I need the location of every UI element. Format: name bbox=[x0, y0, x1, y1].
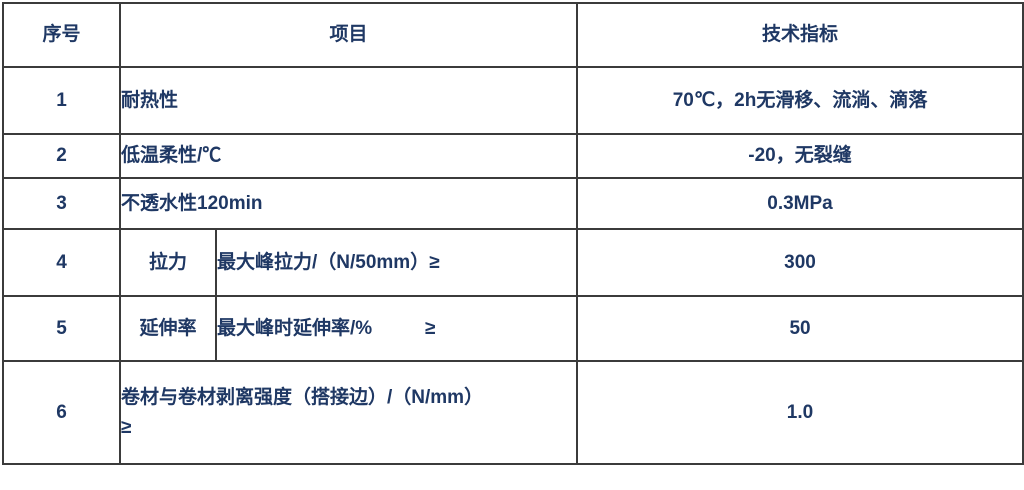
item-cell: 低温柔性/℃ bbox=[118, 133, 579, 179]
table-row-3: 3 不透水性120min 0.3MPa bbox=[2, 177, 1024, 230]
item-group-cell: 延伸率 bbox=[119, 295, 217, 362]
item-group-cell: 拉力 bbox=[119, 228, 217, 297]
row-number-cell: 5 bbox=[2, 295, 121, 362]
row-number-cell: 2 bbox=[2, 133, 121, 179]
spec-cell: 50 bbox=[576, 295, 1024, 362]
table-row-4: 4 拉力 最大峰拉力/（N/50mm）≥ 300 bbox=[2, 228, 1024, 297]
header-cell-item: 项目 bbox=[118, 2, 579, 68]
row-number-cell: 3 bbox=[2, 177, 121, 230]
spec-cell: 300 bbox=[576, 228, 1024, 297]
table-row-6: 6 卷材与卷材剥离强度（搭接边）/（N/mm） ≥ 1.0 bbox=[2, 360, 1024, 465]
row-number-cell: 4 bbox=[2, 228, 121, 297]
spec-cell: -20，无裂缝 bbox=[576, 133, 1024, 179]
item-detail-cell: 最大峰时延伸率/% ≥ bbox=[214, 295, 579, 362]
spec-cell: 1.0 bbox=[576, 360, 1024, 465]
spec-cell: 0.3MPa bbox=[576, 177, 1024, 230]
table-row-1: 1 耐热性 70℃，2h无滑移、流淌、滴落 bbox=[2, 66, 1024, 135]
row-number-cell: 1 bbox=[2, 66, 121, 135]
table-row-5: 5 延伸率 最大峰时延伸率/% ≥ 50 bbox=[2, 295, 1024, 362]
header-cell-index: 序号 bbox=[2, 2, 121, 68]
item-cell: 卷材与卷材剥离强度（搭接边）/（N/mm） ≥ bbox=[118, 360, 579, 465]
header-row: 序号 项目 技术指标 bbox=[2, 2, 1024, 68]
item-cell: 不透水性120min bbox=[118, 177, 579, 230]
row-number-cell: 6 bbox=[2, 360, 121, 465]
item-cell: 耐热性 bbox=[118, 66, 579, 135]
item-detail-cell: 最大峰拉力/（N/50mm）≥ bbox=[214, 228, 579, 297]
table-row-2: 2 低温柔性/℃ -20，无裂缝 bbox=[2, 133, 1024, 179]
spec-cell: 70℃，2h无滑移、流淌、滴落 bbox=[576, 66, 1024, 135]
technical-spec-table: 序号 项目 技术指标 1 耐热性 70℃，2h无滑移、流淌、滴落 2 低温柔性/… bbox=[2, 2, 1024, 465]
header-cell-spec: 技术指标 bbox=[576, 2, 1024, 68]
